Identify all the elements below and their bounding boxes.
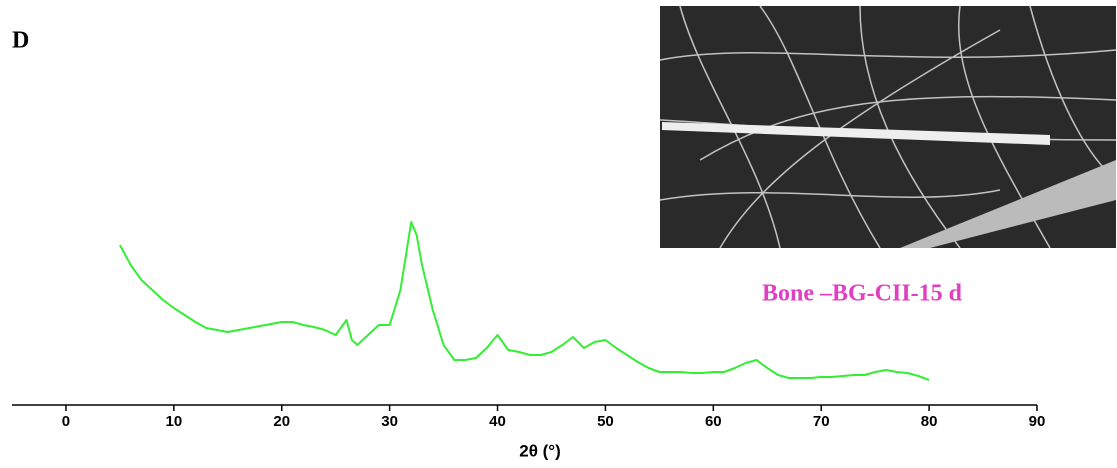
- sem-image: [660, 6, 1116, 248]
- x-tick-label: 0: [62, 413, 70, 430]
- panel-label: D: [12, 28, 29, 54]
- page: D Bone –BG-CII-15 d 2θ (°) 0 10 20 30 40 50 60…: [0, 0, 1117, 468]
- x-tick-label: 20: [273, 413, 290, 430]
- x-tick-label: 10: [165, 413, 182, 430]
- x-tick-label: 70: [813, 413, 830, 430]
- chart: D Bone –BG-CII-15 d 2θ (°) 0 10 20 30 40 50 60…: [0, 0, 1117, 468]
- x-tick-label: 60: [705, 413, 722, 430]
- x-tick-label: 80: [921, 413, 938, 430]
- annotation: Bone –BG-CII-15 d: [762, 281, 963, 307]
- x-tick-label: 50: [597, 413, 614, 430]
- x-tick-label: 90: [1029, 413, 1046, 430]
- x-axis-label: 2θ (°): [519, 441, 561, 460]
- x-tick-label: 40: [489, 413, 506, 430]
- x-tick-label: 30: [381, 413, 398, 430]
